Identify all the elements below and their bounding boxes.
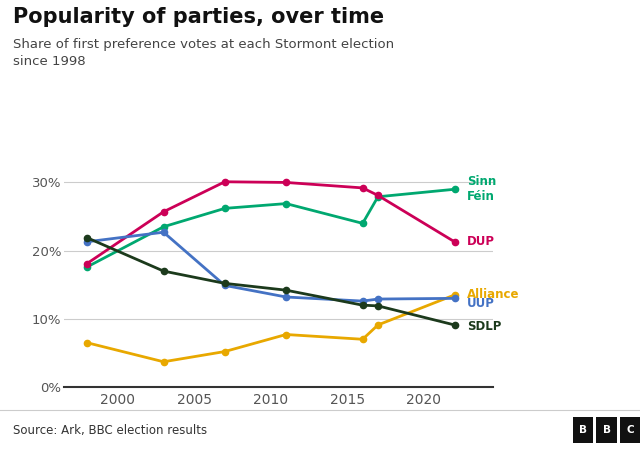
Text: UUP: UUP: [467, 297, 495, 310]
Text: Source: Ark, BBC election results: Source: Ark, BBC election results: [13, 424, 207, 436]
Text: C: C: [627, 425, 634, 435]
FancyBboxPatch shape: [573, 417, 593, 443]
Text: B: B: [579, 425, 587, 435]
Text: Alliance: Alliance: [467, 288, 519, 302]
Text: DUP: DUP: [467, 235, 495, 248]
Text: Popularity of parties, over time: Popularity of parties, over time: [13, 7, 384, 27]
Text: Share of first preference votes at each Stormont election
since 1998: Share of first preference votes at each …: [13, 38, 394, 68]
FancyBboxPatch shape: [596, 417, 617, 443]
Text: SDLP: SDLP: [467, 320, 501, 333]
FancyBboxPatch shape: [620, 417, 640, 443]
Text: Sinn
Féin: Sinn Féin: [467, 175, 496, 203]
Text: B: B: [603, 425, 611, 435]
